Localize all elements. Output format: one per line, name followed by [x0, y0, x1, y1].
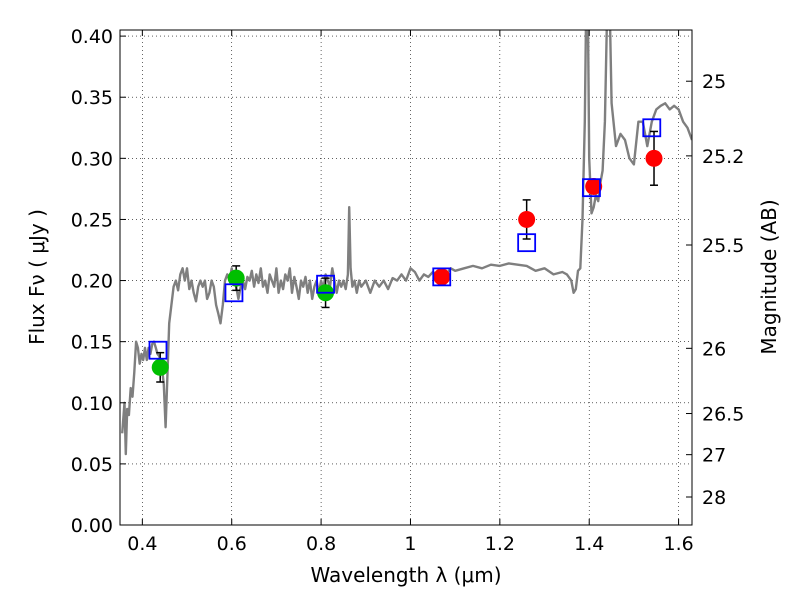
bandpass-flux-square	[642, 118, 662, 138]
plot-area	[121, 30, 692, 456]
y-axis-ticks: 0.00 0.05 0.10 0.15 0.20 0.25 0.30 0.35 0.40	[71, 26, 126, 537]
y-tick-label: 0.05	[71, 454, 113, 476]
observed-ground-point	[227, 269, 245, 287]
y-tick-label: 0.25	[71, 209, 113, 231]
observed-space-point	[518, 210, 536, 228]
y-tick-label: 0.30	[71, 148, 113, 170]
bandpass-flux-square	[148, 340, 168, 360]
y2-tick-label: 25	[702, 71, 726, 93]
y-tick-label: 0.00	[71, 515, 113, 537]
plot-frame	[119, 29, 693, 526]
x-tick-label: 1.4	[574, 533, 604, 555]
observed-space-point	[433, 268, 451, 286]
x-tick-label: 0.6	[217, 533, 247, 555]
x-tick-label: 0.4	[127, 533, 157, 555]
y-tick-label: 0.40	[71, 26, 113, 48]
y2-tick-label: 25.2	[702, 146, 744, 168]
y2-tick-label: 27	[702, 445, 726, 467]
y2-axis-title: Magnitude (AB)	[757, 199, 781, 354]
x-tick-label: 0.8	[306, 533, 336, 555]
y2-tick-label: 25.5	[702, 235, 744, 257]
y-tick-label: 0.15	[71, 332, 113, 354]
x-tick-label: 1.2	[485, 533, 515, 555]
bandpass-flux-square	[316, 274, 335, 294]
y2-tick-label: 26.5	[702, 404, 744, 426]
bandpass-flux-square	[582, 178, 601, 198]
x-tick-label: 1.6	[663, 533, 693, 555]
bandpass-flux-square	[224, 283, 244, 303]
model-spectrum-line	[121, 30, 692, 456]
y-tick-label: 0.10	[71, 393, 113, 415]
observed-ground-point	[151, 358, 169, 376]
y-tick-label: 0.20	[71, 271, 113, 293]
y2-tick-label: 26	[702, 338, 726, 360]
observed-space-point	[585, 177, 603, 195]
y2-tick-label: 28	[702, 487, 726, 509]
x-axis-title: Wavelength λ (μm)	[310, 563, 501, 587]
y-tick-label: 0.35	[71, 87, 113, 109]
bandpass-flux-square	[432, 267, 452, 287]
observed-space-point	[645, 149, 663, 167]
y-axis-title: Flux Fν ( μJy )	[25, 209, 49, 345]
bandpass-flux-square	[517, 233, 537, 253]
y2-axis-ticks: 25 25.2 25.5 26 26.5 27 28	[686, 71, 744, 509]
x-tick-label: 1	[404, 533, 416, 555]
x-axis-ticks: 0.4 0.6 0.8 1 1.2 1.4 1.6	[127, 30, 694, 555]
